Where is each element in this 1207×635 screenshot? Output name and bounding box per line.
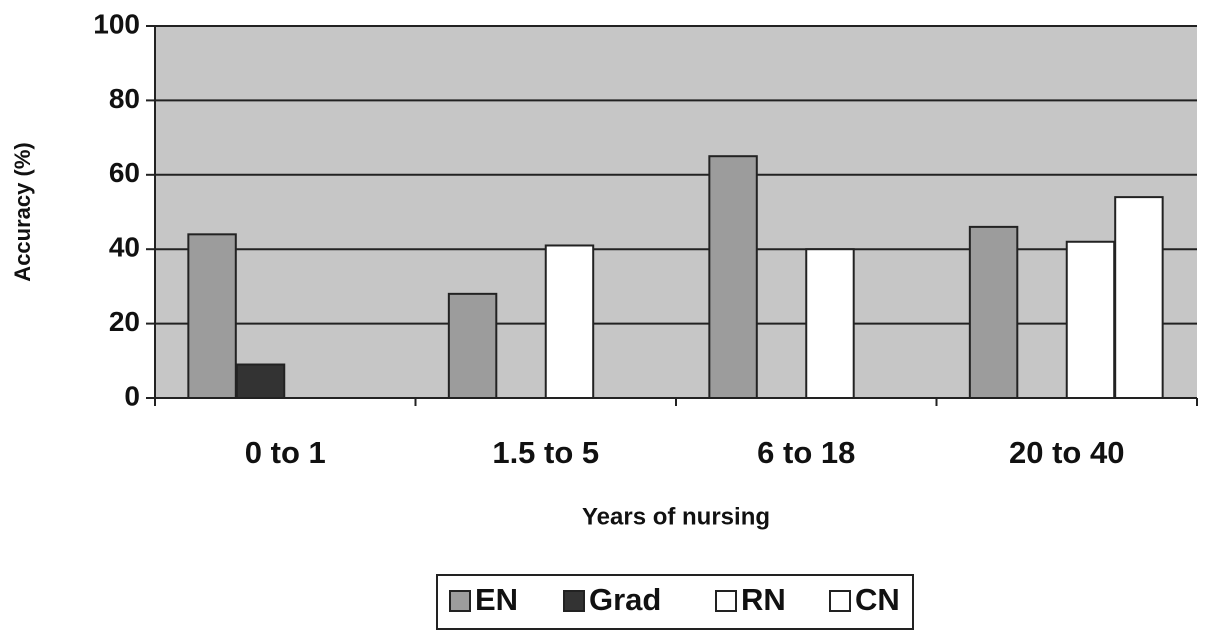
legend-label: EN xyxy=(475,582,518,617)
y-tick-label: 0 xyxy=(124,380,140,411)
bar xyxy=(544,244,595,399)
bar xyxy=(447,292,498,399)
bar xyxy=(968,225,1019,399)
x-tick-label: 20 to 40 xyxy=(1009,435,1124,470)
bar xyxy=(187,233,237,399)
y-tick-label: 40 xyxy=(109,232,140,263)
y-tick-label: 20 xyxy=(109,306,140,337)
legend-label: CN xyxy=(855,582,900,617)
y-tick-label: 60 xyxy=(109,157,140,188)
x-tick-label: 1.5 to 5 xyxy=(492,435,599,470)
x-axis-label: Years of nursing xyxy=(582,503,770,530)
legend-swatch xyxy=(829,590,851,612)
legend-swatch xyxy=(563,590,585,612)
y-tick-label: 80 xyxy=(109,83,140,114)
y-tick-label: 100 xyxy=(93,8,140,39)
plot-area xyxy=(155,26,1197,398)
legend-label: Grad xyxy=(589,582,661,617)
legend-label: RN xyxy=(741,582,786,617)
x-tick-label: 6 to 18 xyxy=(757,435,855,470)
bar xyxy=(1114,196,1164,399)
bar xyxy=(1065,240,1116,399)
bar xyxy=(235,363,286,399)
legend-swatch xyxy=(715,590,737,612)
legend-swatch xyxy=(449,590,471,612)
x-tick-label: 0 to 1 xyxy=(245,435,326,470)
bars xyxy=(187,155,1164,399)
y-axis-label: Accuracy (%) xyxy=(10,142,35,281)
bar xyxy=(805,248,855,399)
bar xyxy=(708,155,758,399)
legend: EN Grad RN CN xyxy=(449,582,900,617)
